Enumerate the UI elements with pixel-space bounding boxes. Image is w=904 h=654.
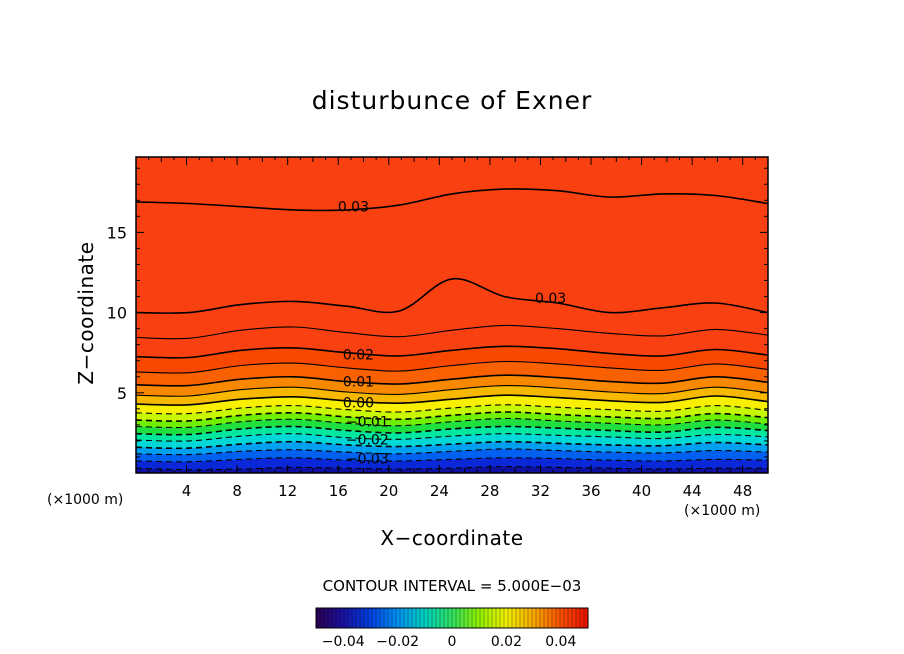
contour-label: 0.00	[343, 395, 374, 411]
y-tick-label: 5	[117, 384, 127, 403]
x-tick-label: 4	[182, 482, 192, 500]
y-axis: 5 10 15	[107, 167, 768, 458]
contour-label-group: 0.03 0.03 0.02 0.01 0.00 −0.01−0.02 −0.03	[338, 200, 566, 468]
x-tick-label: 12	[278, 482, 297, 500]
y-axis-label: Z−coordinate	[74, 241, 98, 385]
contour-fill-group	[136, 157, 768, 473]
colorbar-tick-label: 0.04	[545, 634, 576, 650]
contour-interval-text: CONTOUR INTERVAL = 5.000E−03	[322, 577, 582, 595]
x-tick-label: 44	[683, 482, 702, 500]
colorbar-frame	[315, 607, 589, 629]
colorbar-tick-label: −0.02	[376, 634, 419, 650]
contour-label: −0.02	[346, 432, 389, 448]
x-tick-label: 24	[430, 482, 449, 500]
x-unit-label: (×1000 m)	[684, 503, 761, 519]
x-tick-label: 20	[379, 482, 398, 500]
x-tick-label: 8	[232, 482, 242, 500]
y-unit-label: (×1000 m)	[47, 492, 124, 508]
x-tick-label: 16	[329, 482, 348, 500]
x-tick-label: 40	[632, 482, 651, 500]
contour-label: 0.03	[338, 200, 369, 216]
contour-line	[136, 360, 768, 374]
contour-label: −0.03	[346, 452, 389, 468]
contour-line	[136, 404, 768, 415]
x-tick-label: 36	[581, 482, 600, 500]
contour-label: 0.02	[343, 347, 374, 363]
contour-line	[136, 417, 768, 429]
contour-label: 0.01	[343, 375, 374, 391]
contour-line	[136, 433, 768, 442]
contour-line	[136, 374, 768, 387]
contour-line	[136, 411, 768, 422]
contour-line-group	[136, 188, 768, 471]
colorbar-tick-label: −0.04	[322, 634, 365, 650]
contour-line	[136, 385, 768, 397]
contour-line	[136, 345, 768, 359]
contour-line	[136, 425, 768, 436]
contour-line	[136, 440, 768, 450]
contour-label: −0.01	[346, 415, 389, 431]
contour-line	[136, 188, 768, 212]
y-tick-label: 10	[107, 304, 127, 323]
contour-line	[136, 457, 768, 463]
contour-label: 0.03	[535, 291, 566, 307]
colorbar: −0.04 −0.02 0 0.02 0.04	[315, 607, 589, 650]
x-axis-label: X−coordinate	[380, 526, 524, 550]
x-tick-label: 32	[531, 482, 550, 500]
contour-line	[136, 466, 768, 471]
colorbar-tick-label: 0	[448, 634, 457, 650]
contour-line	[136, 324, 768, 340]
colorbar-tick-label: 0.02	[491, 634, 522, 650]
y-tick-label: 15	[107, 223, 127, 242]
x-tick-label: 48	[733, 482, 752, 500]
contour-line	[136, 448, 768, 456]
chart-title: disturbunce of Exner	[311, 86, 593, 115]
x-tick-label: 28	[480, 482, 499, 500]
contour-line	[136, 394, 768, 406]
x-axis: 4 8 12 16 20 24 28 32 36 40 44 48	[148, 157, 756, 500]
contour-line	[136, 278, 768, 314]
